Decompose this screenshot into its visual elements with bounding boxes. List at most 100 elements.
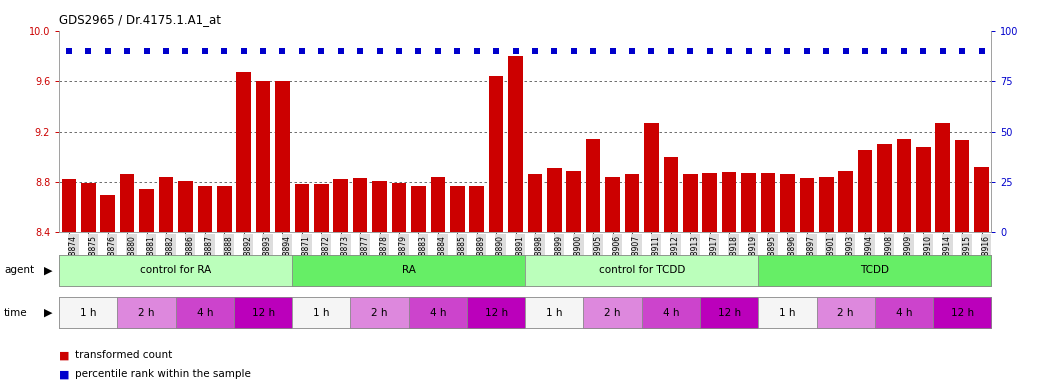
Bar <box>721 172 736 232</box>
Text: GSM228917: GSM228917 <box>710 235 718 281</box>
Text: 2 h: 2 h <box>138 308 155 318</box>
Point <box>954 48 971 54</box>
Point <box>702 48 718 54</box>
Text: GSM228877: GSM228877 <box>360 235 370 281</box>
Bar <box>469 186 484 232</box>
Text: GSM228911: GSM228911 <box>652 235 660 281</box>
Text: 12 h: 12 h <box>951 308 974 318</box>
Point <box>468 48 485 54</box>
Point <box>196 48 213 54</box>
Text: GDS2965 / Dr.4175.1.A1_at: GDS2965 / Dr.4175.1.A1_at <box>59 13 221 26</box>
Bar <box>641 298 700 328</box>
Text: GSM228871: GSM228871 <box>302 235 311 281</box>
Text: TCDD: TCDD <box>861 265 890 275</box>
Text: 1 h: 1 h <box>780 308 796 318</box>
Text: GSM228918: GSM228918 <box>729 235 738 281</box>
Bar <box>101 195 115 232</box>
Text: GSM228886: GSM228886 <box>186 235 194 281</box>
Point <box>896 48 912 54</box>
Text: 1 h: 1 h <box>546 308 563 318</box>
Text: GSM228887: GSM228887 <box>204 235 214 281</box>
Bar <box>411 186 426 232</box>
Text: GSM228889: GSM228889 <box>476 235 486 281</box>
Bar <box>61 179 76 232</box>
Point <box>352 48 368 54</box>
Bar <box>817 298 875 328</box>
Point <box>236 48 252 54</box>
Point <box>584 48 601 54</box>
Point <box>780 48 796 54</box>
Point <box>449 48 466 54</box>
Text: GSM228891: GSM228891 <box>516 235 524 281</box>
Bar <box>333 179 348 232</box>
Bar <box>59 255 293 286</box>
Text: 4 h: 4 h <box>430 308 446 318</box>
Point <box>410 48 427 54</box>
Point <box>682 48 699 54</box>
Bar <box>351 298 409 328</box>
Text: GSM228898: GSM228898 <box>535 235 544 281</box>
Point <box>526 48 543 54</box>
Text: ▶: ▶ <box>44 265 52 275</box>
Text: GSM228914: GSM228914 <box>943 235 952 281</box>
Text: 4 h: 4 h <box>896 308 912 318</box>
Point <box>662 48 679 54</box>
Text: 2 h: 2 h <box>372 308 388 318</box>
Text: control for TCDD: control for TCDD <box>599 265 685 275</box>
Point <box>138 48 155 54</box>
Text: ▶: ▶ <box>44 308 52 318</box>
Text: percentile rank within the sample: percentile rank within the sample <box>75 369 250 379</box>
Text: transformed count: transformed count <box>75 350 172 360</box>
Text: time: time <box>4 308 28 318</box>
Bar <box>179 180 193 232</box>
Bar <box>525 298 583 328</box>
Point <box>604 48 621 54</box>
Text: GSM228888: GSM228888 <box>224 235 234 281</box>
Text: GSM228894: GSM228894 <box>282 235 292 281</box>
Bar <box>293 298 351 328</box>
Bar <box>955 140 969 232</box>
Bar <box>547 168 562 232</box>
Text: GSM228893: GSM228893 <box>263 235 272 281</box>
Bar <box>877 144 892 232</box>
Text: GSM228873: GSM228873 <box>340 235 350 281</box>
Bar <box>353 178 367 232</box>
Point <box>838 48 854 54</box>
Text: GSM228883: GSM228883 <box>418 235 428 281</box>
Bar <box>409 298 467 328</box>
Point <box>488 48 504 54</box>
Bar <box>975 167 989 232</box>
Point <box>274 48 291 54</box>
Bar <box>758 298 817 328</box>
Bar <box>217 186 231 232</box>
Text: 2 h: 2 h <box>838 308 854 318</box>
Text: GSM228901: GSM228901 <box>826 235 836 281</box>
Point <box>740 48 757 54</box>
Bar <box>255 81 270 232</box>
Point <box>313 48 330 54</box>
Bar <box>489 76 503 232</box>
Point <box>118 48 135 54</box>
Bar <box>645 123 659 232</box>
Text: RA: RA <box>402 265 415 275</box>
Point <box>390 48 407 54</box>
Text: 2 h: 2 h <box>604 308 621 318</box>
Bar <box>391 183 406 232</box>
Text: GSM228892: GSM228892 <box>244 235 252 281</box>
Bar <box>197 186 212 232</box>
Bar <box>275 81 290 232</box>
Text: GSM228897: GSM228897 <box>807 235 816 281</box>
Bar <box>237 72 251 232</box>
Bar <box>625 174 639 232</box>
Bar <box>450 186 465 232</box>
Point <box>566 48 582 54</box>
Bar <box>700 298 758 328</box>
Point <box>372 48 388 54</box>
Bar <box>761 173 775 232</box>
Bar <box>935 123 950 232</box>
Text: GSM228900: GSM228900 <box>574 235 582 281</box>
Text: GSM228916: GSM228916 <box>982 235 990 281</box>
Text: GSM228895: GSM228895 <box>768 235 777 281</box>
Bar <box>59 298 117 328</box>
Bar <box>583 298 641 328</box>
